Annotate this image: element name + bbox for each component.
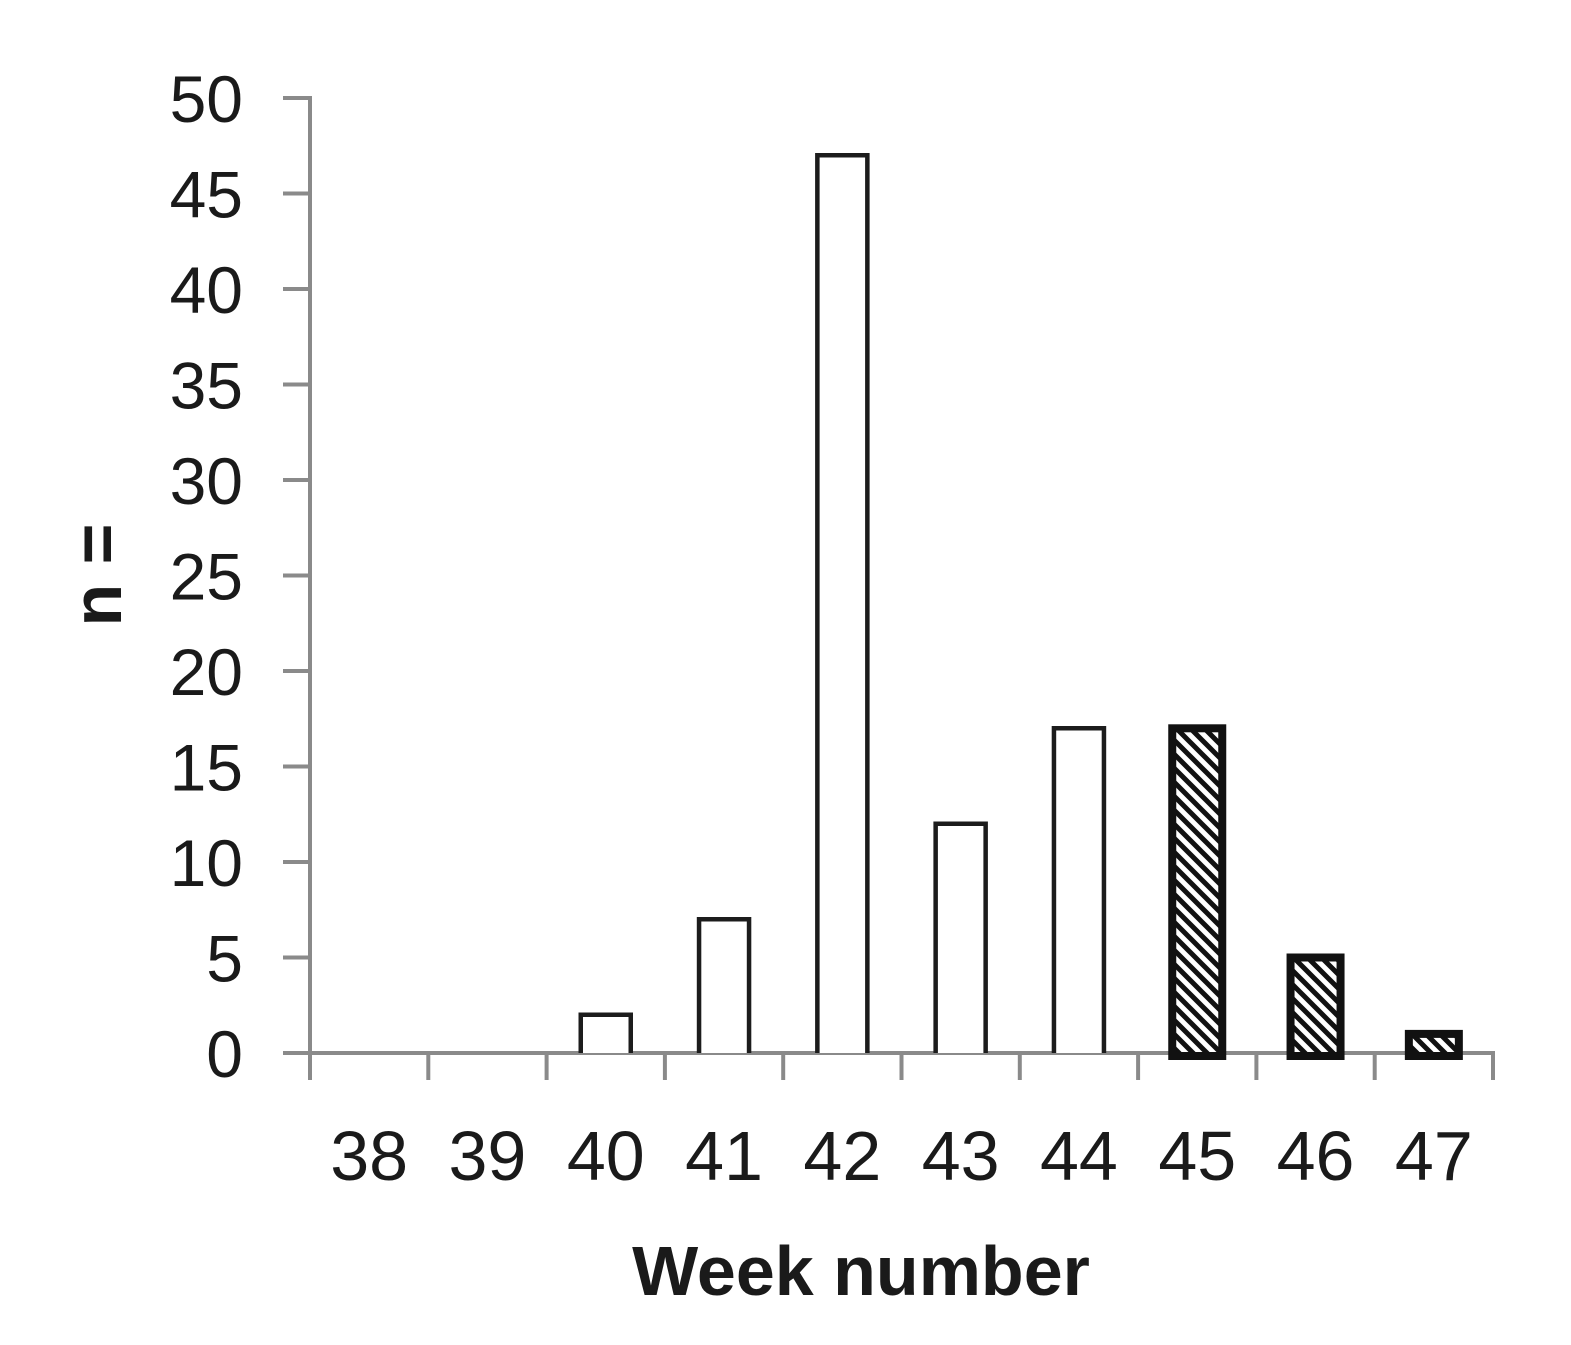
x-tick-label: 45 [1158, 1117, 1236, 1195]
x-axis-title: Week number [632, 1232, 1090, 1310]
y-tick-label: 0 [206, 1017, 243, 1091]
x-tick-label: 40 [567, 1117, 645, 1195]
y-tick-label: 20 [170, 635, 243, 709]
bar-week-40 [578, 1012, 633, 1053]
bar-week-45-hatched [1168, 724, 1227, 1060]
y-tick-label: 25 [170, 539, 243, 613]
y-tick-label: 5 [206, 921, 243, 995]
bar-week-41 [696, 917, 752, 1053]
y-tick-labels: 0 5 10 15 20 25 30 35 40 45 50 [170, 62, 243, 1091]
y-tick-label: 15 [170, 730, 243, 804]
bar-week-43 [933, 821, 988, 1053]
axes [283, 96, 1495, 1080]
y-axis-title: n = [58, 523, 136, 626]
x-tick-label: 44 [1040, 1117, 1118, 1195]
x-tick-label: 46 [1277, 1117, 1355, 1195]
y-tick-label: 10 [170, 826, 243, 900]
bar-week-44 [1051, 726, 1107, 1053]
x-tick-label: 42 [803, 1117, 881, 1195]
x-tick-label: 41 [685, 1117, 763, 1195]
x-tick-labels: 38 39 40 41 42 43 44 45 46 47 [330, 1117, 1473, 1195]
x-tick-label: 43 [922, 1117, 1000, 1195]
y-tick-label: 50 [170, 62, 243, 136]
x-tick-label: 39 [449, 1117, 527, 1195]
x-tick-label: 47 [1395, 1117, 1473, 1195]
bar-week-42 [815, 153, 870, 1053]
x-tick-label: 38 [330, 1117, 408, 1195]
y-tick-label: 45 [170, 157, 243, 231]
bar-week-47-hatched [1404, 1029, 1463, 1061]
y-tick-label: 40 [170, 253, 243, 327]
bars [578, 153, 1463, 1061]
y-tick-label: 35 [170, 348, 243, 422]
y-tick-label: 30 [170, 444, 243, 518]
bar-week-46-hatched [1286, 953, 1345, 1060]
